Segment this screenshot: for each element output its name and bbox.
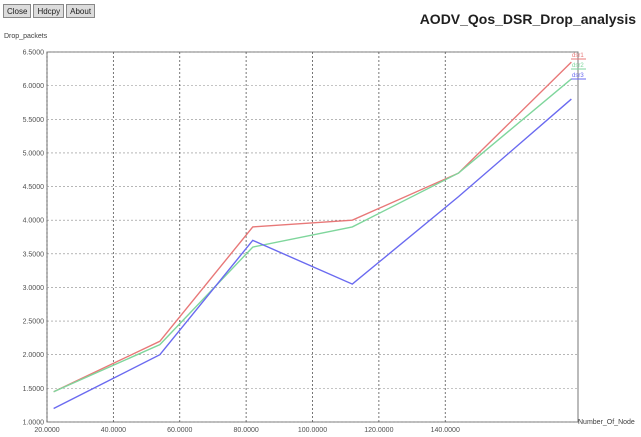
- legend-label-dsr3: dsr3: [572, 73, 584, 79]
- y-tick-label: 5.0000: [23, 150, 45, 157]
- x-tick-label: 60.0000: [167, 427, 192, 434]
- y-tick-label: 5.5000: [23, 117, 45, 124]
- grid: [47, 52, 578, 422]
- y-tick-label: 2.0000: [23, 352, 45, 359]
- legend-label-dsr2: dsr2: [572, 63, 584, 69]
- y-axis-title: Drop_packets: [4, 33, 48, 40]
- x-tick-label: 40.0000: [101, 427, 126, 434]
- legend-label-dsr1: dsr1: [572, 53, 584, 59]
- x-tick-labels: 20.0000 40.0000 60.0000 80.0000 100.0000 120.…: [34, 427, 460, 434]
- legend: dsr1 dsr2 dsr3: [571, 53, 586, 79]
- y-tick-labels: 1.0000 1.5000 2.0000 2.5000 3.0000 3.5000 4.00…: [23, 50, 45, 427]
- y-tick-label: 1.0000: [23, 420, 45, 427]
- y-tick-label: 6.5000: [23, 50, 45, 57]
- y-tick-label: 6.0000: [23, 83, 45, 90]
- x-tick-label: 80.0000: [233, 427, 258, 434]
- y-tick-label: 4.5000: [23, 184, 45, 191]
- y-tick-label: 3.0000: [23, 285, 45, 292]
- series-line-dsr1: [54, 62, 572, 392]
- y-tick-label: 1.5000: [23, 386, 45, 393]
- x-tick-label: 20.0000: [34, 427, 59, 434]
- chart-title: AODV_Qos_DSR_Drop_analysis: [420, 11, 637, 27]
- x-tick-label: 140.0000: [431, 427, 460, 434]
- y-tick-label: 3.5000: [23, 251, 45, 258]
- x-axis-title: Number_Of_Node: [578, 419, 635, 426]
- y-tick-label: 2.5000: [23, 319, 45, 326]
- x-tick-label: 120.0000: [364, 427, 393, 434]
- y-tick-label: 4.0000: [23, 218, 45, 225]
- x-tick-label: 100.0000: [298, 427, 327, 434]
